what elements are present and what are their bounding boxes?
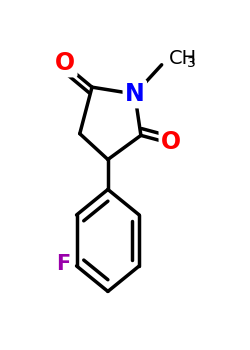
Text: CH: CH [169, 49, 197, 68]
Text: 3: 3 [187, 56, 196, 70]
Text: O: O [161, 130, 181, 154]
Text: N: N [125, 82, 145, 106]
Text: O: O [55, 51, 75, 75]
Text: F: F [56, 254, 70, 274]
